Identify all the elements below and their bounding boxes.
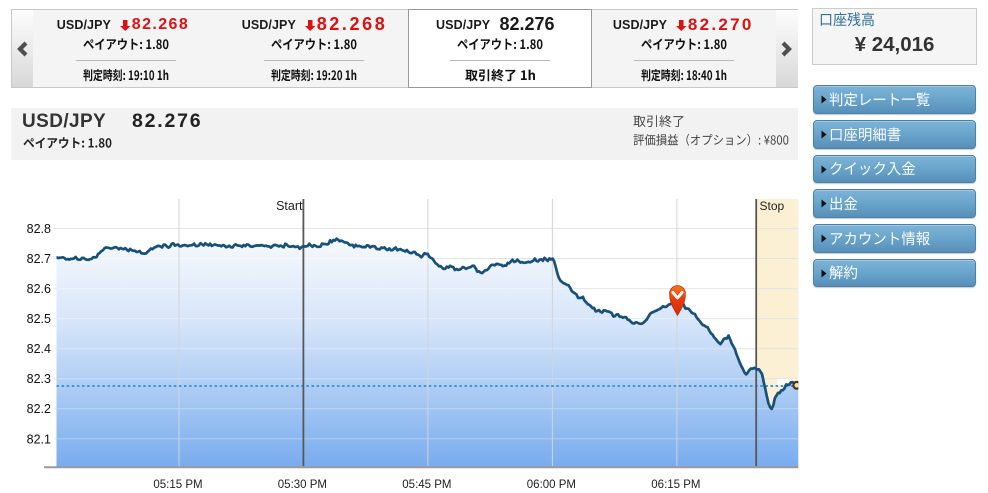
svg-text:82.7: 82.7: [27, 252, 51, 266]
svg-text:82.3: 82.3: [27, 372, 51, 386]
svg-text:Stop: Stop: [760, 199, 785, 213]
svg-text:06:15 PM: 06:15 PM: [651, 479, 700, 491]
svg-text:82.4: 82.4: [27, 342, 51, 356]
svg-text:05:30 PM: 05:30 PM: [278, 479, 327, 491]
svg-text:82.2: 82.2: [27, 402, 51, 416]
svg-text:06:00 PM: 06:00 PM: [527, 479, 576, 491]
svg-text:05:45 PM: 05:45 PM: [402, 479, 451, 491]
svg-text:82.8: 82.8: [27, 222, 51, 236]
svg-text:Start: Start: [276, 199, 303, 213]
svg-text:82.5: 82.5: [27, 312, 51, 326]
svg-text:82.1: 82.1: [27, 432, 51, 446]
svg-text:82.6: 82.6: [27, 282, 51, 296]
svg-text:05:15 PM: 05:15 PM: [153, 479, 202, 491]
